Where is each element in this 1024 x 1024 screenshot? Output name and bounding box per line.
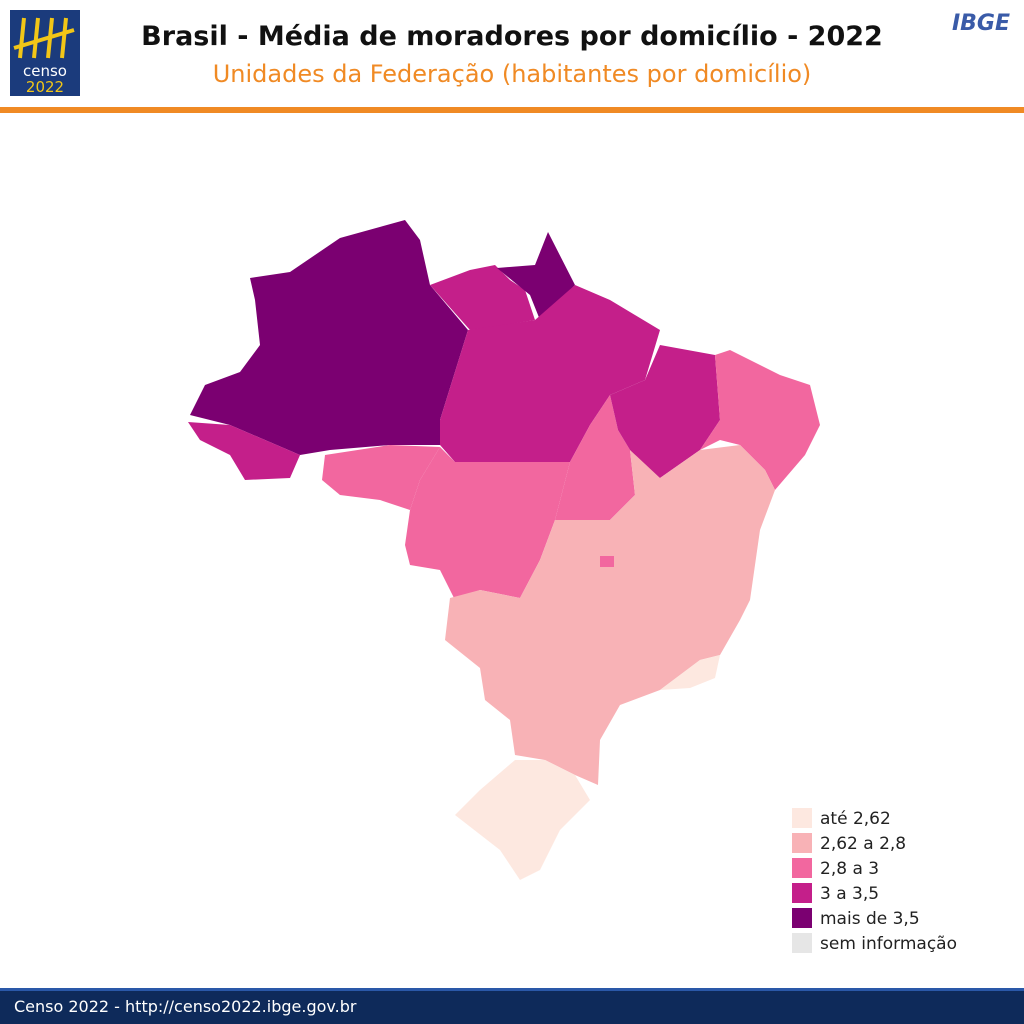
legend-label: mais de 3,5 <box>820 909 920 929</box>
footer-bar <box>0 988 1024 1024</box>
legend-label: sem informação <box>820 934 957 954</box>
legend-label: até 2,62 <box>820 809 891 829</box>
map <box>188 220 820 880</box>
legend-label: 2,8 a 3 <box>820 859 879 879</box>
state-am <box>190 220 468 455</box>
legend-label: 3 a 3,5 <box>820 884 879 904</box>
logo-marks <box>13 17 75 59</box>
state-to <box>555 395 635 520</box>
legend-swatch <box>792 908 812 928</box>
censo-logo: censo 2022 <box>10 10 80 96</box>
center-southeast-states <box>445 445 775 785</box>
legend-label: 2,62 a 2,8 <box>820 834 906 854</box>
northeast-states <box>700 350 820 490</box>
footer-text: Censo 2022 - http://censo2022.ibge.gov.b… <box>14 997 357 1016</box>
state-ro <box>322 445 440 510</box>
legend-swatch <box>792 883 812 903</box>
footer-rule <box>0 988 1024 991</box>
header-rule <box>0 107 1024 113</box>
logo-word: censo <box>23 62 67 80</box>
state-mt <box>405 447 570 600</box>
state-df <box>600 556 614 567</box>
state-pa <box>440 285 660 462</box>
legend-swatch <box>792 833 812 853</box>
title: Brasil - Média de moradores por domicíli… <box>141 21 883 52</box>
state-ma <box>610 345 720 478</box>
legend: até 2,62 2,62 a 2,8 2,8 a 3 3 a 3,5 mais de … <box>792 808 957 954</box>
subtitle: Unidades da Federação (habitantes por do… <box>213 60 812 88</box>
legend-swatch <box>792 808 812 828</box>
brand: IBGE <box>952 11 1010 36</box>
state-ac <box>188 422 300 480</box>
state-ap <box>497 232 575 320</box>
legend-swatch <box>792 858 812 878</box>
legend-swatch <box>792 933 812 953</box>
state-rj <box>660 655 720 690</box>
logo-year: 2022 <box>26 78 64 96</box>
state-rr <box>430 265 535 330</box>
state-rs <box>455 760 590 880</box>
